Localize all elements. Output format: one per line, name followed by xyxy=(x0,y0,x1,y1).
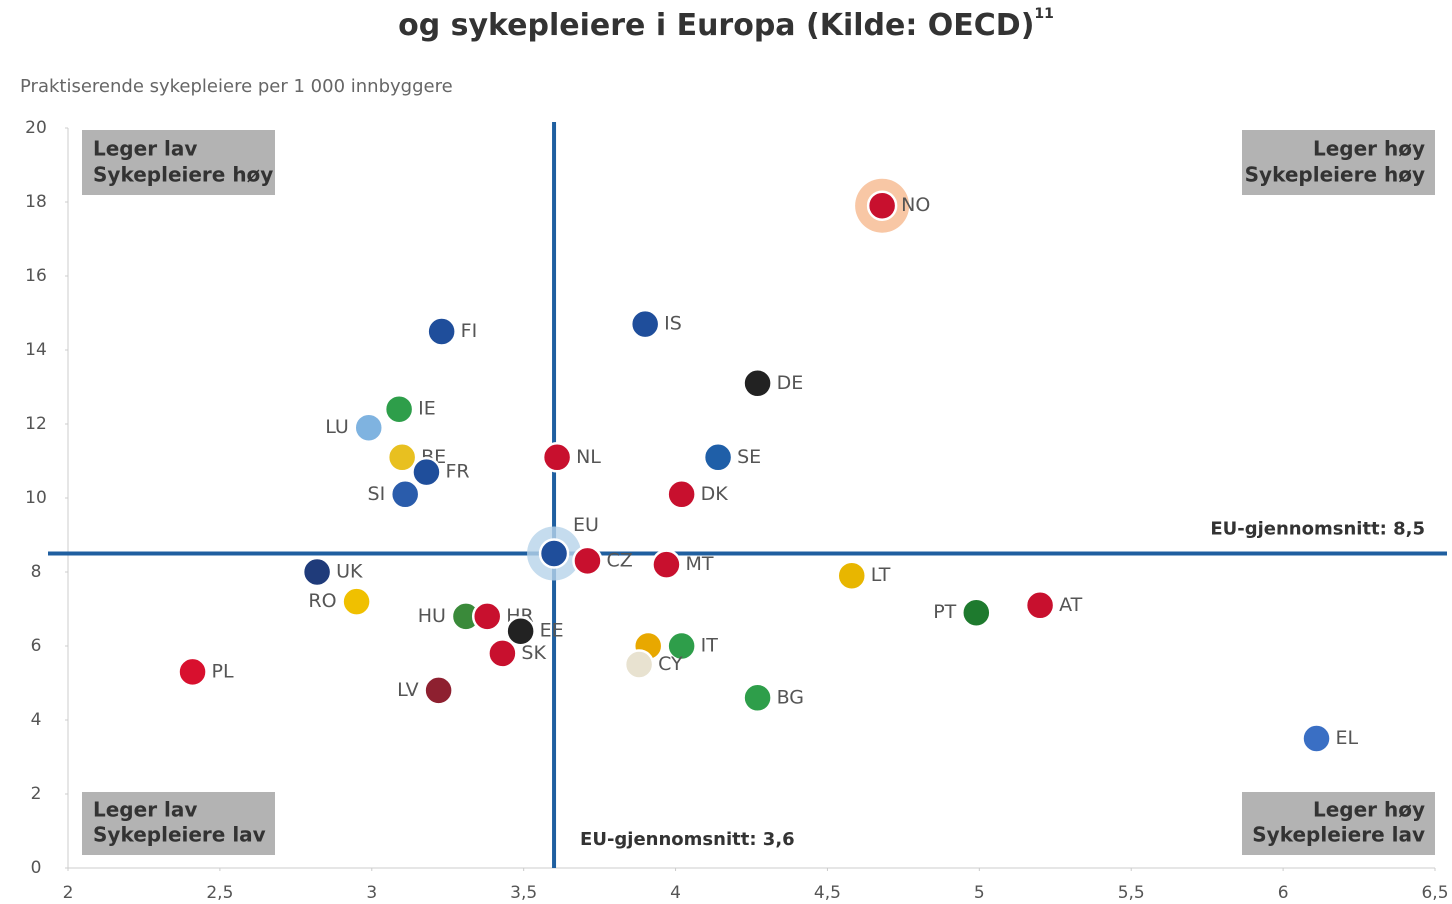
point-label: SI xyxy=(368,483,386,505)
y-tick-label: 0 xyxy=(31,858,42,878)
point xyxy=(353,412,384,443)
x-tick-label: 5 xyxy=(974,883,985,903)
x-tick-label: 4 xyxy=(670,883,681,903)
point xyxy=(629,308,661,340)
point xyxy=(742,682,773,714)
quadrant-box xyxy=(82,792,275,855)
point-label: AT xyxy=(1059,594,1083,616)
x-tick-label: 6,5 xyxy=(1421,883,1448,903)
quadrant-label: Leger høy xyxy=(1313,137,1425,161)
quadrant-box xyxy=(1242,792,1435,855)
point xyxy=(742,368,773,399)
y-axis-label: Praktiserende sykepleiere per 1 000 innb… xyxy=(20,76,453,97)
point xyxy=(505,615,536,647)
x-tick-label: 3 xyxy=(366,883,377,903)
quadrant-box xyxy=(82,130,275,195)
point-label: MT xyxy=(685,553,713,575)
point-label: IE xyxy=(418,398,436,420)
point-label: SK xyxy=(521,642,546,664)
quadrant-label: Leger høy xyxy=(1313,798,1425,822)
point xyxy=(866,190,898,221)
point xyxy=(836,560,867,591)
x-tick-label: 5,5 xyxy=(1118,883,1145,903)
point xyxy=(538,538,570,569)
quadrant-box xyxy=(1242,130,1435,195)
point xyxy=(487,638,518,669)
point-label: CZ xyxy=(606,549,632,571)
reference-label: EU-gjennomsnitt: 3,6 xyxy=(580,829,795,850)
point-label: CY xyxy=(658,653,683,675)
point-label: IT xyxy=(701,635,719,657)
point-label: PT xyxy=(933,601,956,623)
point-label: BG xyxy=(777,686,804,708)
point-label: NL xyxy=(576,446,601,468)
point xyxy=(623,649,655,680)
point-label: LV xyxy=(397,679,419,701)
point xyxy=(389,479,421,510)
point-label: UK xyxy=(336,561,363,583)
quadrant-label: Sykepleiere høy xyxy=(93,163,273,187)
quadrant-label: Leger lav xyxy=(93,798,197,822)
chart-title: og sykepleiere i Europa (Kilde: OECD) xyxy=(398,8,1034,43)
y-tick-label: 2 xyxy=(31,784,42,804)
x-tick-label: 2,5 xyxy=(206,883,233,903)
x-tick-label: 6 xyxy=(1278,883,1289,903)
point-label: LU xyxy=(325,416,349,438)
chart-title-group: og sykepleiere i Europa (Kilde: OECD)11 xyxy=(398,6,1054,43)
point-label: FR xyxy=(445,461,469,483)
quadrant-label: Sykepleiere lav xyxy=(1252,823,1425,847)
point-label: RO xyxy=(308,590,336,612)
point-label: NO xyxy=(901,194,930,216)
point xyxy=(411,456,442,488)
point-label: EL xyxy=(1336,727,1359,749)
point xyxy=(423,675,454,706)
point xyxy=(666,479,697,510)
y-tick-label: 14 xyxy=(25,340,47,360)
point xyxy=(702,442,734,473)
point xyxy=(386,442,418,473)
y-tick-label: 10 xyxy=(25,488,47,508)
y-tick-label: 18 xyxy=(25,192,47,212)
reference-label: EU-gjennomsnitt: 8,5 xyxy=(1210,519,1425,540)
x-tick-label: 3,5 xyxy=(510,883,537,903)
quadrant-label: Sykepleiere lav xyxy=(93,823,266,847)
point-label: PL xyxy=(212,660,234,682)
point-label: SE xyxy=(737,446,761,468)
point-label: DE xyxy=(777,372,804,394)
point-label: EE xyxy=(540,620,564,642)
point-label: IS xyxy=(664,313,682,335)
point xyxy=(301,556,333,588)
point xyxy=(426,316,457,347)
quadrant-label: Sykepleiere høy xyxy=(1245,163,1425,187)
y-tick-label: 16 xyxy=(25,266,47,286)
point-label: FI xyxy=(461,320,478,342)
point xyxy=(1024,590,1056,621)
title-superscript: 11 xyxy=(1034,6,1053,22)
y-tick-label: 8 xyxy=(31,562,42,582)
point xyxy=(541,442,573,473)
point-label: LT xyxy=(871,564,891,586)
y-tick-label: 6 xyxy=(31,636,42,656)
point xyxy=(1301,723,1332,754)
point-label: HU xyxy=(418,605,446,627)
y-tick-label: 4 xyxy=(31,710,42,730)
point xyxy=(666,630,697,662)
y-tick-label: 20 xyxy=(25,118,47,138)
point xyxy=(341,586,372,617)
point-label: EU xyxy=(573,514,599,536)
point xyxy=(177,656,208,688)
x-tick-label: 2 xyxy=(63,883,74,903)
y-tick-label: 12 xyxy=(25,414,47,434)
x-tick-label: 4,5 xyxy=(814,883,841,903)
point xyxy=(961,597,992,628)
quadrant-label: Leger lav xyxy=(93,137,197,161)
point xyxy=(572,545,603,577)
point xyxy=(471,601,503,632)
point-label: DK xyxy=(701,483,729,505)
point xyxy=(651,549,682,580)
point xyxy=(383,393,415,425)
